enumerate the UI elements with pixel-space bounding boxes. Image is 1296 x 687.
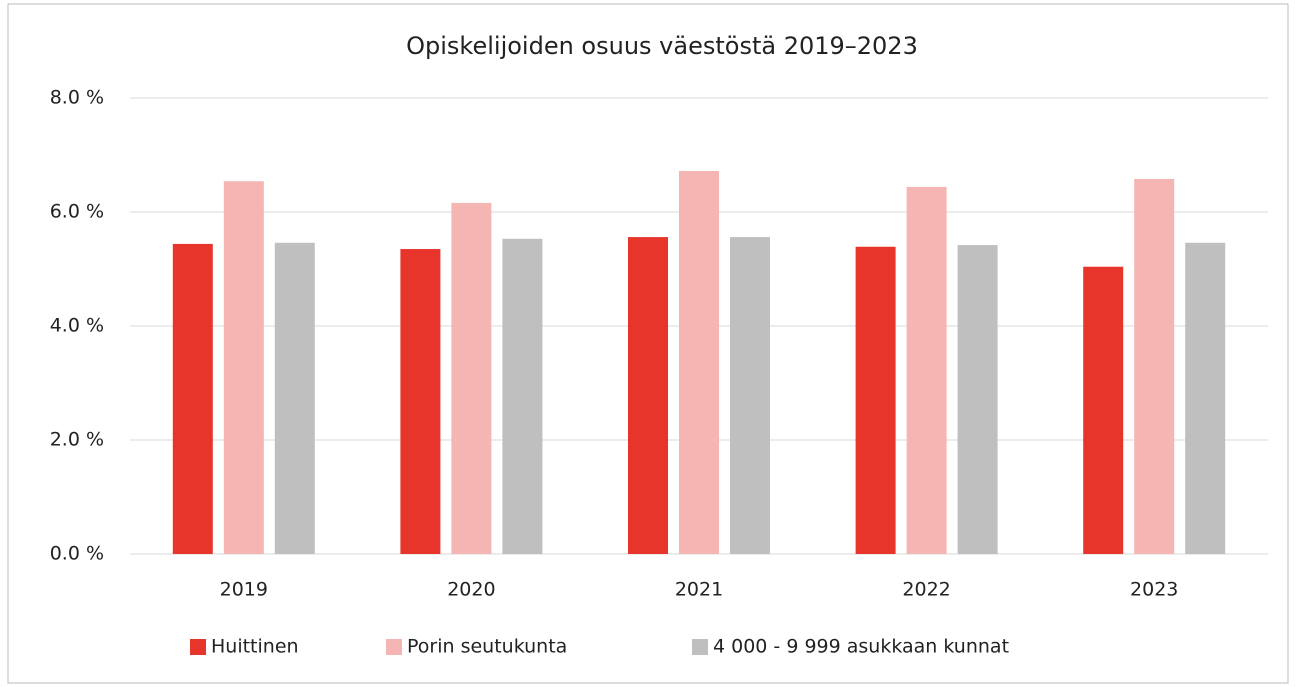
- bar: [451, 202, 492, 554]
- bar: [274, 242, 315, 554]
- bar: [1185, 242, 1226, 554]
- legend-label: 4 000 - 9 999 asukkaan kunnat: [713, 636, 1009, 658]
- bar: [855, 246, 896, 554]
- bar: [502, 238, 543, 555]
- y-tick-label: 2.0 %: [50, 429, 104, 451]
- y-tick-label: 8.0 %: [50, 87, 104, 109]
- y-tick-label: 4.0 %: [50, 315, 104, 337]
- bar: [172, 243, 213, 555]
- y-tick-label: 6.0 %: [50, 201, 104, 223]
- legend-label: Huittinen: [211, 636, 299, 658]
- legend-swatch: [692, 639, 708, 655]
- legend-label: Porin seutukunta: [407, 636, 567, 658]
- bar: [1134, 178, 1175, 554]
- chart-title: Opiskelijoiden osuus väestöstä 2019–2023: [406, 32, 918, 60]
- x-tick-label: 2020: [447, 579, 495, 601]
- x-tick-label: 2022: [902, 579, 950, 601]
- bar: [679, 170, 719, 554]
- legend-swatch: [386, 639, 402, 655]
- x-tick-label: 2021: [675, 579, 723, 601]
- y-tick-label: 0.0 %: [50, 543, 104, 565]
- x-tick-label: 2023: [1130, 579, 1178, 601]
- legend-swatch: [190, 639, 206, 655]
- x-tick-label: 2019: [220, 579, 268, 601]
- bar: [906, 186, 947, 555]
- bar: [223, 181, 264, 554]
- bar: [957, 245, 998, 554]
- bar: [1083, 266, 1124, 554]
- bar: [628, 237, 668, 554]
- bar: [730, 237, 770, 554]
- bar: [400, 249, 441, 555]
